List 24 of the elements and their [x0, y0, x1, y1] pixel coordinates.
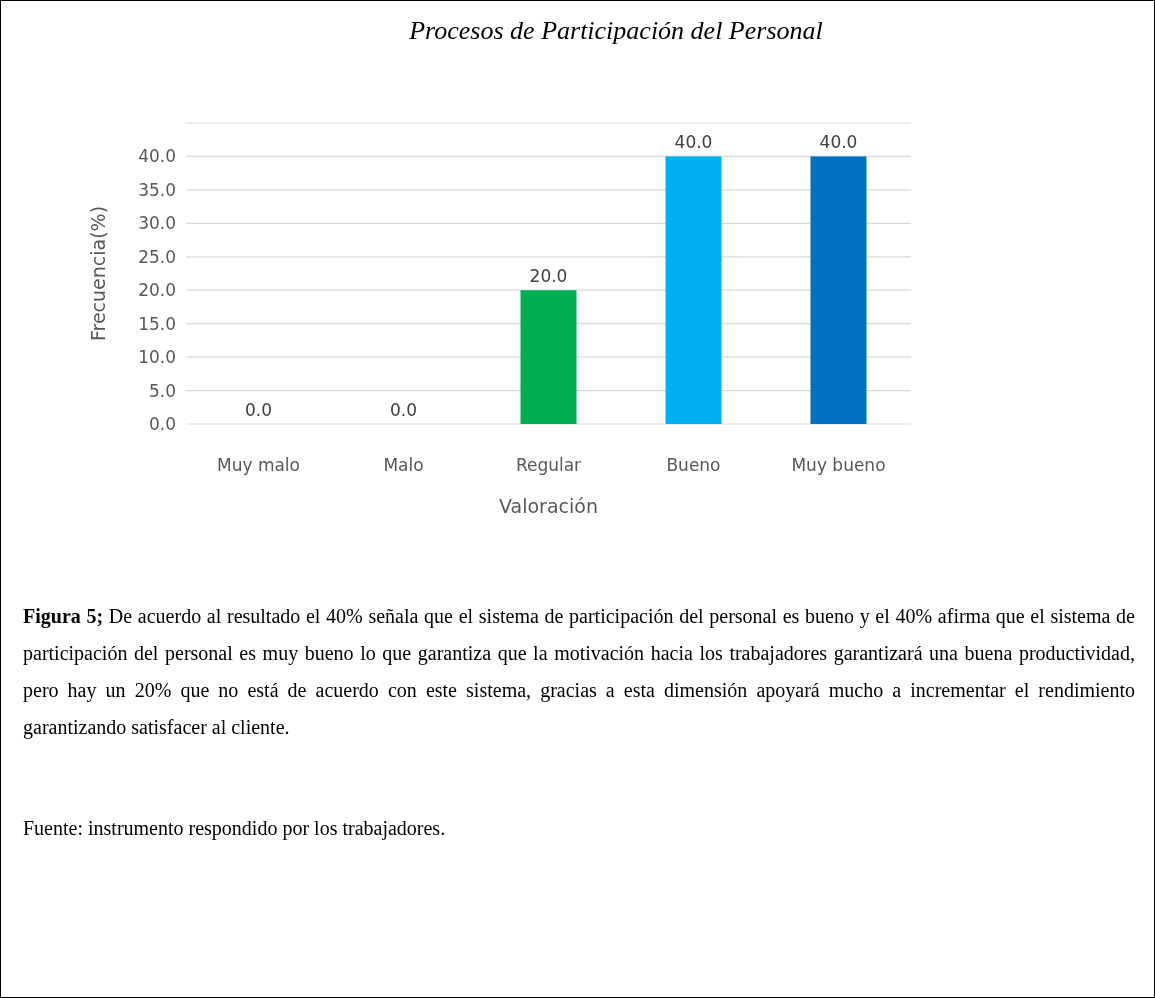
data-label: 20.0 — [529, 266, 568, 287]
data-label: 0.0 — [389, 400, 418, 420]
x-tick-label: Muy malo — [216, 455, 301, 475]
y-tick-label: 25.0 — [138, 246, 176, 267]
chart-title: Procesos de Participación del Personal — [408, 16, 823, 45]
y-tick-label: 20.0 — [138, 280, 176, 301]
x-tick-label: Bueno — [666, 455, 721, 475]
y-tick-label: 0.0 — [148, 413, 176, 434]
y-tick-label: 15.0 — [138, 313, 176, 334]
y-tick-label: 40.0 — [138, 146, 176, 167]
x-tick-label: Malo — [383, 455, 424, 475]
y-tick-label: 35.0 — [138, 179, 176, 200]
data-label: 40.0 — [674, 132, 713, 153]
y-axis-title: Frecuencia(%) — [87, 205, 109, 342]
x-tick-label: Regular — [515, 455, 582, 475]
y-tick-label: 30.0 — [138, 213, 176, 234]
data-label: 40.0 — [819, 132, 858, 153]
data-label: 0.0 — [244, 400, 273, 420]
y-tick-label: 10.0 — [138, 347, 176, 368]
source-note: Fuente: instrumento respondido por los trabajadores. — [23, 816, 447, 842]
y-tick-label: 5.0 — [148, 380, 176, 401]
x-axis-title: Valoración — [499, 495, 598, 517]
x-tick-label: Muy bueno — [791, 455, 886, 475]
text: Figura 5; De acuerdo al resultado el 40% señala que el sistema de participación del personal es bueno y el 40% afirma que el sistema de participación del personal es muy bueno lo que garantiza que la motivación hacia los trabajadores garantizará una buena productividad, pero hay un 20% que no está de acuerdo con este sistema, gracias a esta dimensión apoyará mucho a incrementar el rendimiento garantizando satisfacer al cliente. — [23, 604, 1135, 741]
